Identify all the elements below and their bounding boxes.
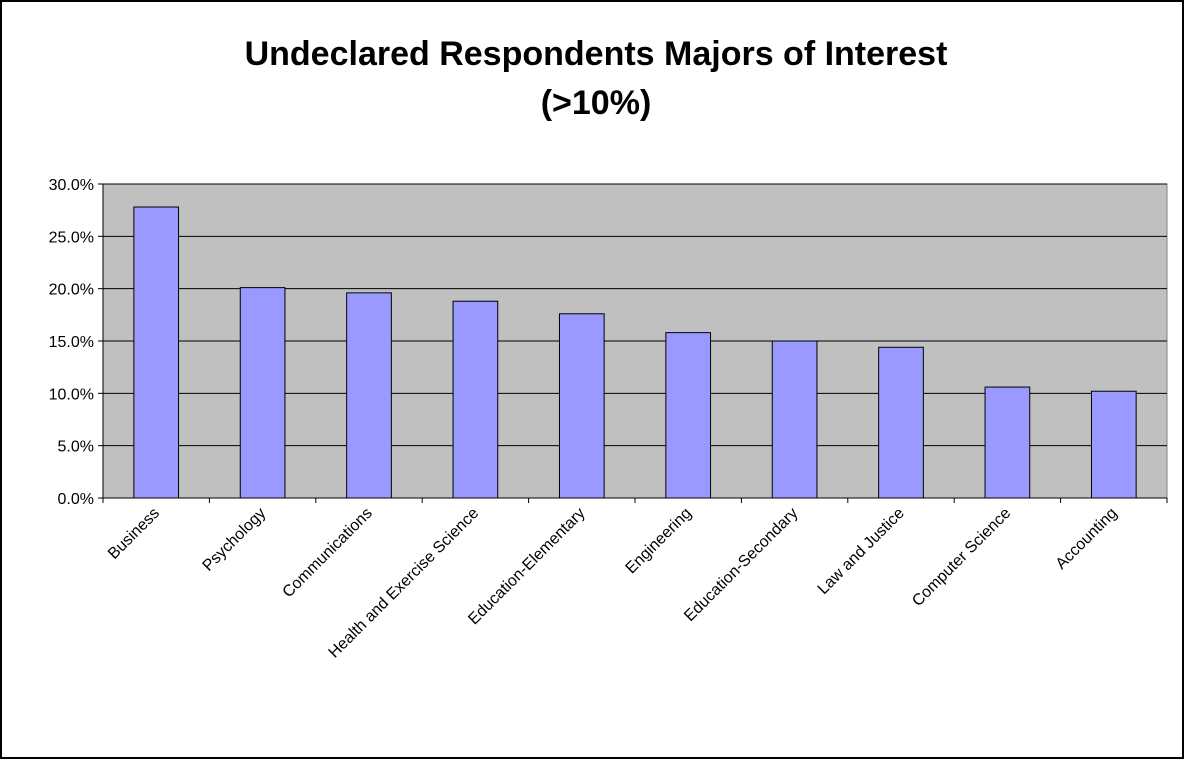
bar	[239, 287, 286, 499]
bar	[558, 313, 605, 499]
bar	[984, 386, 1031, 499]
y-tick-label: 10.0%	[49, 386, 94, 403]
bar	[452, 300, 499, 499]
bar	[771, 340, 818, 499]
chart-title: Undeclared Respondents Majors of Interes…	[245, 35, 948, 73]
y-tick-label: 30.0%	[49, 177, 94, 194]
bar	[133, 206, 180, 499]
bar	[346, 292, 392, 499]
chart-title: (>10%)	[541, 84, 652, 122]
y-tick-label: 20.0%	[49, 282, 94, 299]
bar	[1090, 390, 1137, 499]
y-tick-label: 15.0%	[49, 334, 94, 351]
y-tick-label: 5.0%	[58, 439, 94, 456]
y-tick-label: 25.0%	[49, 229, 94, 246]
y-tick-label: 0.0%	[58, 491, 94, 508]
bar	[665, 332, 712, 499]
bar	[878, 346, 924, 499]
